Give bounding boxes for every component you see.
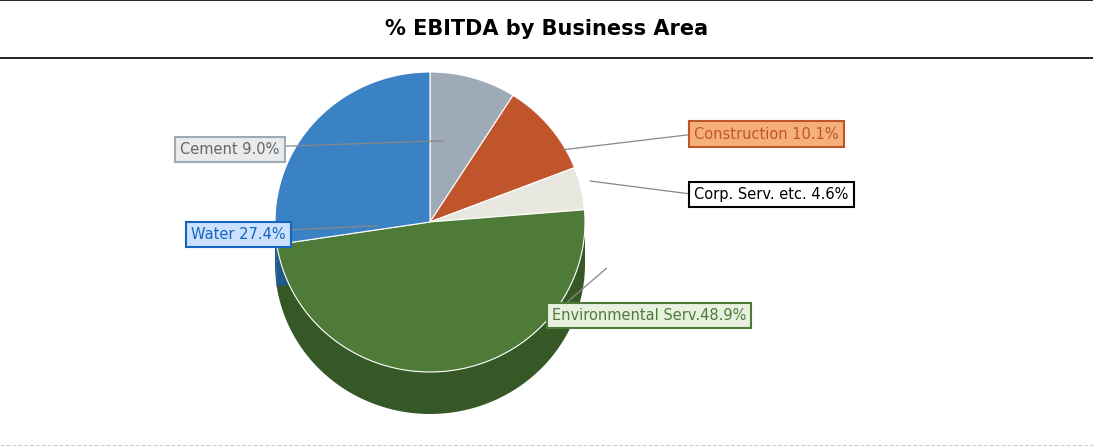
Text: Cement 9.0%: Cement 9.0% xyxy=(180,142,280,157)
Text: Environmental Serv.48.9%: Environmental Serv.48.9% xyxy=(552,308,747,323)
Polygon shape xyxy=(277,224,585,414)
Polygon shape xyxy=(275,72,430,245)
Polygon shape xyxy=(277,210,585,372)
Text: Construction 10.1%: Construction 10.1% xyxy=(694,127,838,142)
Text: Corp. Serv. etc. 4.6%: Corp. Serv. etc. 4.6% xyxy=(694,187,848,202)
Polygon shape xyxy=(430,72,513,222)
Polygon shape xyxy=(430,95,575,222)
Polygon shape xyxy=(277,222,430,287)
Polygon shape xyxy=(430,168,585,222)
Polygon shape xyxy=(275,224,277,287)
Polygon shape xyxy=(277,222,430,287)
Text: Water 27.4%: Water 27.4% xyxy=(191,227,286,242)
Text: % EBITDA by Business Area: % EBITDA by Business Area xyxy=(385,19,708,39)
